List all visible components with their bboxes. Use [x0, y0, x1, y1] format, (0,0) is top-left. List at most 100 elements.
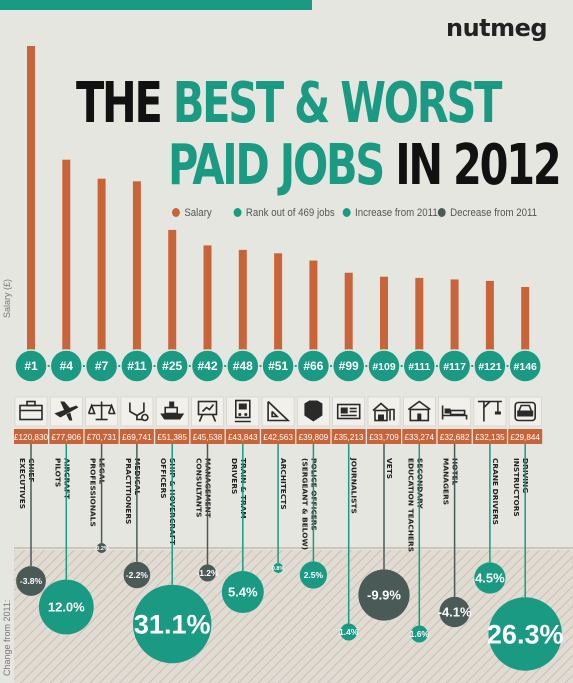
- rank-circle: [508, 349, 542, 383]
- job-label-line: MANAGERS: [442, 458, 451, 505]
- change-bubble: [474, 562, 506, 594]
- rank-circle: [437, 349, 472, 383]
- legend-salary: Salary: [172, 207, 212, 219]
- icon-part: [141, 413, 149, 422]
- icon-part: [372, 402, 390, 412]
- salary-label-bg: [472, 429, 507, 444]
- icon-part: [378, 414, 384, 421]
- legend-decrease: Decrease from 2011: [437, 207, 538, 219]
- change-bubble: [96, 543, 107, 553]
- rank-label: #4: [60, 359, 74, 373]
- change-bubble: [273, 563, 284, 573]
- icon-part: [304, 400, 323, 422]
- salary-bar: [344, 272, 353, 366]
- increase-dot-icon: [342, 208, 351, 217]
- legend-increase: Increase from 2011: [342, 207, 438, 219]
- salary-label-bg: [119, 429, 154, 444]
- rank-circle: [190, 349, 225, 383]
- rank-circle: [296, 349, 331, 383]
- salary-label-bg: [296, 429, 331, 444]
- briefcase-icon: [14, 396, 48, 427]
- salary-label: £42,563: [263, 433, 293, 442]
- change-bubble: [16, 566, 46, 596]
- job-label-line: CRANE DRIVERS: [491, 458, 500, 525]
- change-label: 31.1%: [134, 609, 211, 639]
- legend-decrease-label: Decrease from 2011: [450, 207, 538, 219]
- icon-part: [442, 414, 468, 420]
- change-bubble: [123, 561, 151, 589]
- icon-box: [120, 396, 154, 427]
- icon-part: [136, 415, 143, 421]
- legend-increase-label: Increase from 2011: [355, 207, 438, 219]
- icon-box: [191, 396, 224, 427]
- legend-salary-label: Salary: [184, 207, 212, 219]
- newspaper-icon: [332, 396, 366, 427]
- icon-part: [87, 403, 96, 415]
- salary-label-bg: [49, 429, 84, 444]
- change-bubble: [410, 625, 428, 643]
- rank-label: #7: [95, 359, 109, 373]
- legend: Salary Rank out of 469 jobs Increase fro…: [172, 204, 537, 224]
- salary-bar: [521, 286, 530, 366]
- salary-label-bg: [14, 429, 48, 444]
- job-label: AIRCRAFTPILOTS: [53, 458, 71, 499]
- salary-bar: [415, 277, 424, 366]
- change-label: -0.2%: [94, 546, 108, 552]
- icon-part: [60, 401, 71, 411]
- rank-circle: [14, 349, 48, 383]
- salary-label: £33,274: [404, 433, 434, 442]
- salary-label-bg: [84, 429, 119, 444]
- job-label-line: INSTRUCTORS: [512, 458, 521, 517]
- change-label: 4.5%: [475, 571, 505, 586]
- job-label-line: JOURNALISTS: [350, 457, 359, 514]
- change-label: 2.5%: [304, 570, 324, 580]
- legend-rank-label: Rank out of 469 jobs: [245, 207, 335, 219]
- job-label: TRAIN & TRAMDRIVERS: [230, 458, 248, 519]
- icon-part: [107, 403, 116, 415]
- icon-part: [238, 413, 242, 416]
- job-label: POLICE OFFICERS(SERGEANT & BELOW): [300, 458, 318, 550]
- school-icon: [402, 396, 436, 427]
- icon-part: [494, 411, 501, 415]
- title-line-1: THE BEST & WORST: [76, 71, 503, 136]
- change-bubble: [299, 561, 327, 589]
- salary-label: £45,538: [193, 433, 223, 442]
- rank-label: #1: [24, 359, 38, 373]
- icon-part: [517, 410, 534, 417]
- job-label-line: (SERGEANT & BELOW): [300, 458, 309, 550]
- job-label: SHIP & HOVERCRAFTOFFICERS: [159, 458, 177, 545]
- change-label: 0.8%: [272, 566, 285, 572]
- bed-icon: [438, 396, 471, 427]
- icon-part: [483, 400, 491, 409]
- rank-label: #146: [514, 361, 538, 373]
- salary-label: £70,731: [87, 433, 117, 442]
- icon-box: [155, 396, 189, 427]
- rank-circle: [367, 349, 401, 383]
- job-label-line: ARCHITECTS: [279, 458, 288, 510]
- salary-bar: [309, 260, 318, 366]
- job-label: CHIEFEXECUTIVES: [18, 458, 36, 509]
- change-label: -4.1%: [438, 605, 472, 620]
- salary-label: £51,385: [157, 433, 187, 442]
- icon-part: [417, 413, 422, 421]
- change-bubble: [221, 570, 264, 614]
- change-bubble: [199, 564, 216, 582]
- salary-label: £77,906: [51, 433, 81, 442]
- job-label-line: DRIVERS: [230, 458, 239, 494]
- job-label: ARCHITECTS: [279, 458, 288, 510]
- change-label: -2.2%: [126, 570, 149, 580]
- job-label-line: CONSULTANTS: [195, 458, 204, 517]
- title-best-worst: BEST & WORST: [172, 71, 503, 136]
- stethoscope-icon: [120, 396, 154, 427]
- job-label-line: VETS: [385, 458, 394, 479]
- icon-part: [66, 412, 73, 421]
- rank-circle: [155, 349, 189, 383]
- salary-bar: [450, 279, 459, 366]
- salary-label: £39,809: [299, 433, 329, 442]
- change-label: 5.4%: [228, 585, 258, 600]
- salary-bar: [485, 280, 494, 366]
- job-label: VETS: [385, 458, 394, 479]
- salary-label: £43,843: [228, 433, 258, 442]
- change-bubble: [132, 584, 212, 664]
